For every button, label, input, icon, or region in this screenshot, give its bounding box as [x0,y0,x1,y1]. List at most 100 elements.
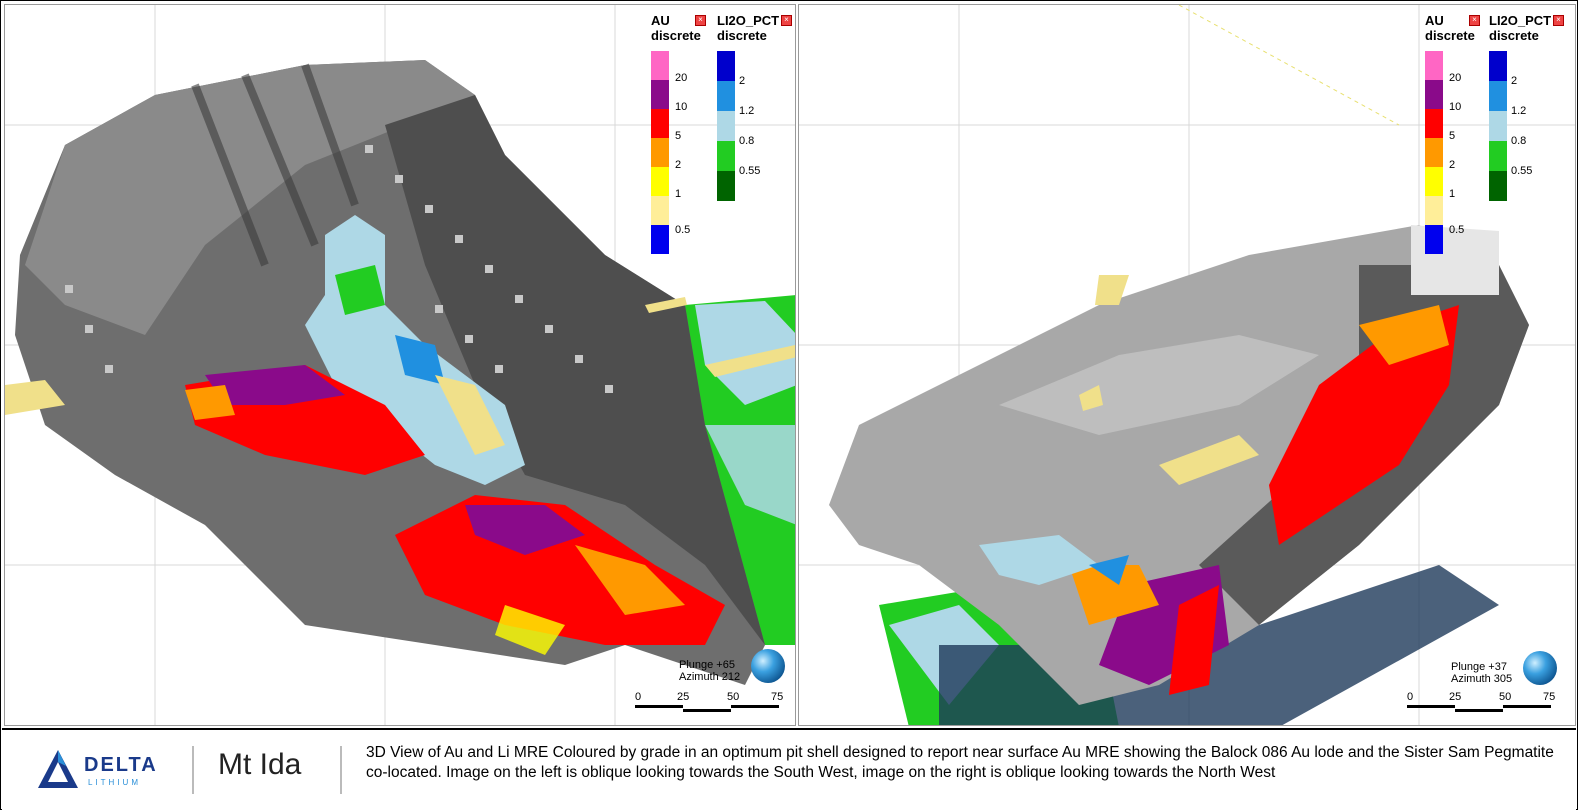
pit-shell-wall [385,95,765,645]
au-label-20: 20 [675,72,688,84]
right-scene [799,5,1575,725]
delta-logo-icon [38,750,78,788]
li-swatch-1-2 [717,81,735,111]
au-stringer-1 [435,375,505,455]
li-block-lightblue-2 [705,425,795,525]
au-label-5: 5 [675,130,682,142]
li-label-1-2: 1.2 [739,105,755,117]
right-orientation: Plunge +37 Azimuth 305 [1451,661,1512,685]
pegmatite-right-blue [1089,555,1129,585]
project-name: Mt Ida [218,748,302,781]
au-label-0-5-right: 0.5 [1449,224,1465,236]
left-scale-25: 25 [677,691,690,703]
right-3d-view[interactable]: AU discrete × 20 10 5 2 1 0.5 LI2O_PCT dis… [798,4,1576,726]
au-lode-right-orange-2 [1069,565,1159,625]
right-plunge: Plunge +37 [1451,661,1507,673]
li-swatch-0-8 [717,111,735,141]
separator-1 [192,746,194,794]
au-label-2: 2 [675,159,682,171]
li-label-0-55-right: 0.55 [1511,165,1533,177]
au-legend-title-right: AU discrete [1425,13,1475,43]
li-label-0-55: 0.55 [739,165,761,177]
pit-shell-upper [25,60,475,335]
pit-diamonds [65,145,613,393]
left-scale-75: 75 [771,691,784,703]
au-label-10: 10 [675,101,688,113]
li-swatch-0-55 [717,141,735,171]
au-lode-upper-purple [205,365,345,405]
left-plunge: Plunge +65 [679,659,735,671]
au-lode-upper-orange [185,385,235,420]
left-azimuth: Azimuth 212 [679,671,741,683]
li-legend: LI2O_PCT discrete × 2 1.2 0.8 0.55 [717,13,792,201]
right-scale-25: 25 [1449,691,1462,703]
au-lode-lower-orange [575,545,685,615]
delta-lithium-logo: DELTA LITHIUM [36,748,176,792]
li-label-2: 2 [739,75,746,87]
li-swatch-low [717,171,735,201]
au-label-5-right: 5 [1449,130,1456,142]
au-label-1: 1 [675,188,682,200]
au-lode-right-red-2 [1169,585,1219,695]
au-label-20-right: 20 [1449,72,1462,84]
au-lode-right-red [1269,305,1459,545]
right-scale-75: 75 [1543,691,1556,703]
pegmatite-blue [395,335,445,385]
li-block-lightblue [695,301,795,405]
au-legend: AU discrete × 20 10 5 2 1 0.5 [651,13,706,254]
au-label-2-right: 2 [1449,159,1456,171]
li-legend-title: LI2O_PCT discrete [717,13,780,43]
right-scale-0: 0 [1407,691,1414,703]
au-stringer-r2 [1095,275,1129,305]
au-stringer-4 [645,297,687,313]
li-label-1-2-right: 1.2 [1511,105,1527,117]
au-label-1-right: 1 [1449,188,1456,200]
au-label-10-right: 10 [1449,101,1462,113]
left-scale-0: 0 [635,691,642,703]
au-stringer-2 [5,380,65,415]
au-legend-close-icon[interactable]: × [695,15,706,26]
left-scale-50: 50 [727,691,740,703]
left-orientation: Plunge +65 Azimuth 212 [679,659,740,683]
li-legend-title-right: LI2O_PCT discrete [1489,13,1552,43]
au-swatch-20 [651,51,669,80]
caption-footer: DELTA LITHIUM Mt Ida 3D View of Au and L… [2,728,1576,810]
li-legend-close-icon-right[interactable]: × [1553,15,1564,26]
au-stringer-r3 [1079,385,1103,411]
au-stringer-r1 [1159,435,1259,485]
pit-benches [191,63,359,267]
au-swatch-2 [651,138,669,167]
au-lode-lower-yellow [495,605,565,655]
au-swatch-1 [651,167,669,196]
left-scene [5,5,795,725]
pegmatite-right-lightblue [979,535,1099,585]
au-swatch-10 [651,80,669,109]
au-legend-title: AU discrete [651,13,701,43]
au-lode-right-orange [1359,305,1449,365]
trace-line [1178,5,1400,126]
figure-caption: 3D View of Au and Li MRE Coloured by gra… [366,744,1554,781]
li-swatch-2 [717,51,735,81]
au-lode-lower-purple [465,505,585,555]
logo-word: DELTA [84,754,158,776]
au-stringer-3 [705,345,795,377]
au-swatch-low [651,225,669,254]
li-legend-close-icon[interactable]: × [781,15,792,26]
au-swatch-0-5 [651,196,669,225]
li-legend-right: LI2O_PCT discrete × 2 1.2 0.8 0.55 [1489,13,1564,201]
right-azimuth: Azimuth 305 [1451,673,1513,685]
right-orientation-globe-icon[interactable] [1523,651,1557,685]
pegmatite-green [335,265,385,315]
li-label-2-right: 2 [1511,75,1518,87]
pit-shell-right-highlight [999,335,1319,435]
left-3d-view[interactable]: AU discrete × 20 10 5 2 1 0.5 LI2O_PCT dis… [4,4,796,726]
left-orientation-globe-icon[interactable] [751,649,785,683]
li-label-0-8-right: 0.8 [1511,135,1527,147]
au-swatch-5 [651,109,669,138]
separator-2 [340,746,342,794]
logo-sub: LITHIUM [88,778,141,787]
au-legend-right: AU discrete × 20 10 5 2 1 0.5 [1425,13,1480,254]
right-scale-50: 50 [1499,691,1512,703]
li-label-0-8: 0.8 [739,135,755,147]
au-legend-close-icon-right[interactable]: × [1469,15,1480,26]
